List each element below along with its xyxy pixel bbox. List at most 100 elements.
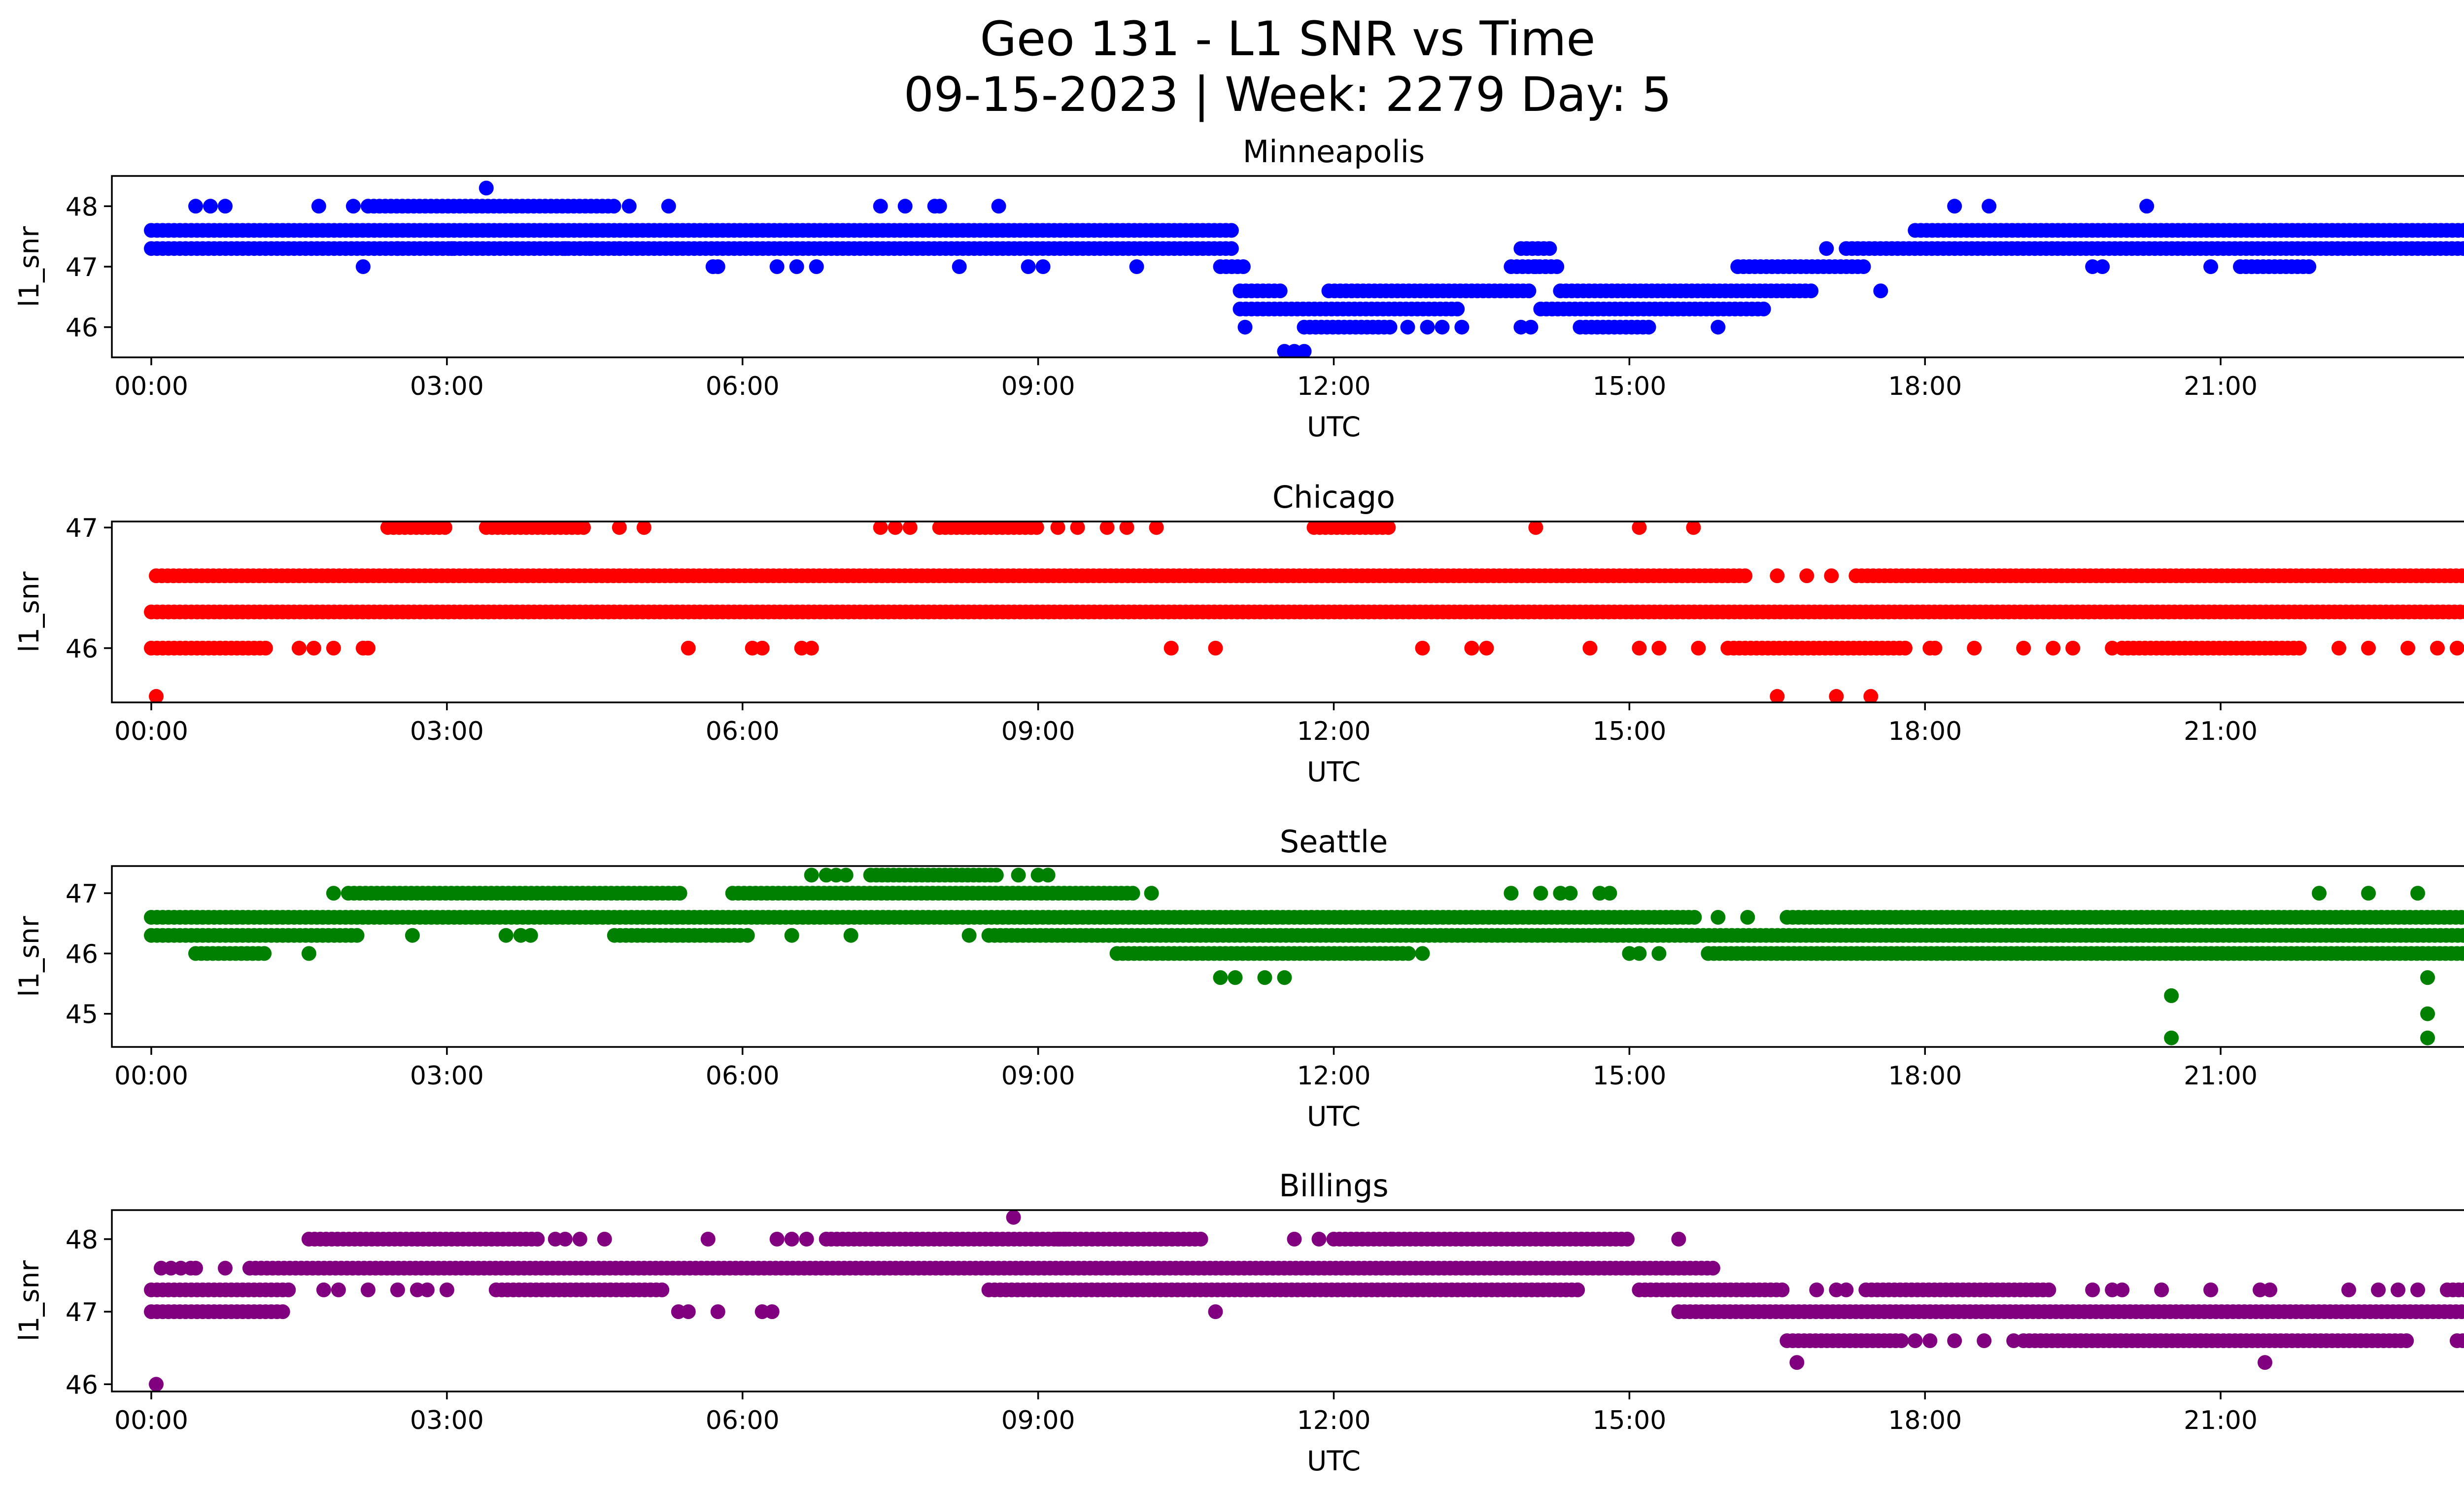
data-point [1533, 886, 1548, 901]
data-point [439, 1282, 454, 1297]
x-tick-label: 15:00 [1592, 717, 1666, 746]
data-point [1208, 640, 1223, 656]
data-point [2430, 640, 2445, 656]
data-point [2046, 640, 2061, 656]
data-point [1632, 640, 1647, 656]
data-point [316, 1282, 331, 1297]
x-tick-label: 03:00 [410, 1406, 484, 1435]
x-tick-label: 00:00 [114, 717, 188, 746]
data-point [1563, 886, 1578, 901]
scatter-points-chicago [144, 522, 2464, 702]
x-tick-label: 00:00 [114, 372, 188, 401]
data-point [218, 199, 233, 214]
y-tick-label: 48 [66, 1225, 98, 1255]
y-axis-label: l1_snr [13, 226, 45, 307]
data-point [1504, 886, 1519, 901]
data-point [991, 199, 1006, 214]
data-point [1021, 259, 1036, 274]
x-tick-label: 18:00 [1888, 372, 1962, 401]
x-tick-label: 12:00 [1297, 372, 1371, 401]
data-point [597, 1231, 612, 1247]
y-tick-label: 46 [66, 939, 98, 969]
data-point [661, 199, 676, 214]
data-point [1620, 1231, 1635, 1247]
data-point [2463, 1286, 2464, 1294]
data-point [360, 640, 376, 656]
data-point [1705, 1260, 1720, 1276]
data-point [789, 259, 804, 274]
data-point [1129, 259, 1144, 274]
data-point [275, 1304, 290, 1320]
data-point [2455, 946, 2464, 961]
data-point [804, 640, 819, 656]
data-point [2456, 928, 2464, 943]
data-point [1775, 1282, 1790, 1297]
data-point [672, 886, 687, 901]
data-point [1738, 568, 1753, 584]
data-point [2462, 243, 2464, 254]
x-tick-label: 06:00 [706, 372, 780, 401]
data-point [2420, 970, 2435, 985]
data-point [1311, 1231, 1327, 1247]
data-point [888, 522, 903, 535]
data-point [291, 640, 307, 656]
data-point [1297, 344, 1312, 357]
data-point [1006, 1210, 1021, 1225]
data-point [612, 241, 627, 256]
y-axis-label: l1_snr [13, 916, 45, 997]
data-point [1856, 259, 1871, 274]
data-point [360, 1282, 376, 1297]
figure-title-line1: Geo 131 - L1 SNR vs Time [980, 11, 1596, 67]
data-point [1922, 1333, 1938, 1348]
data-point [301, 946, 316, 961]
x-axis-label: UTC [1307, 1101, 1361, 1132]
data-point [2461, 1335, 2464, 1347]
y-tick-label: 47 [66, 514, 98, 543]
data-point [612, 522, 627, 535]
data-point [390, 1282, 405, 1297]
data-point [1873, 283, 1888, 299]
data-point [390, 241, 405, 256]
data-point [437, 522, 452, 535]
data-point [530, 1231, 545, 1247]
x-tick-label: 03:00 [410, 717, 484, 746]
data-point [2041, 1282, 2056, 1297]
data-point [621, 199, 637, 214]
data-point [203, 199, 218, 214]
data-point [1523, 319, 1539, 335]
data-point [257, 946, 272, 961]
data-point [1967, 640, 1982, 656]
data-point [2115, 1282, 2130, 1297]
x-axis-label: UTC [1307, 411, 1361, 443]
data-point [572, 1231, 587, 1247]
data-point [2258, 1355, 2273, 1370]
data-point [873, 522, 888, 535]
data-point [306, 640, 321, 656]
data-point [1756, 301, 1771, 316]
data-point [345, 199, 361, 214]
data-point [2331, 640, 2347, 656]
x-tick-label: 00:00 [114, 1406, 188, 1435]
x-tick-label: 21:00 [2184, 717, 2258, 746]
data-point [1582, 640, 1598, 656]
y-tick-label: 47 [66, 879, 98, 909]
data-point [1237, 319, 1253, 335]
y-tick-label: 46 [66, 313, 98, 343]
data-point [1401, 946, 1416, 961]
data-point [1809, 1282, 1824, 1297]
subplot-billings: 00:00 03:00 06:00 09:00 12:00 15:00 18:00 21:00… [13, 1168, 2464, 1477]
data-point [989, 868, 1004, 883]
data-point [1894, 1333, 1909, 1348]
data-point [1450, 301, 1465, 316]
data-point [1144, 886, 1159, 901]
scatter-points-billings [144, 1210, 2464, 1391]
data-point [1193, 1231, 1208, 1247]
data-point [784, 1231, 799, 1247]
data-point [444, 241, 459, 256]
data-point [1897, 640, 1913, 656]
data-point [2301, 259, 2317, 274]
data-point [1119, 522, 1134, 535]
data-point [149, 689, 164, 702]
data-point [740, 928, 755, 943]
data-point [1435, 319, 1450, 335]
